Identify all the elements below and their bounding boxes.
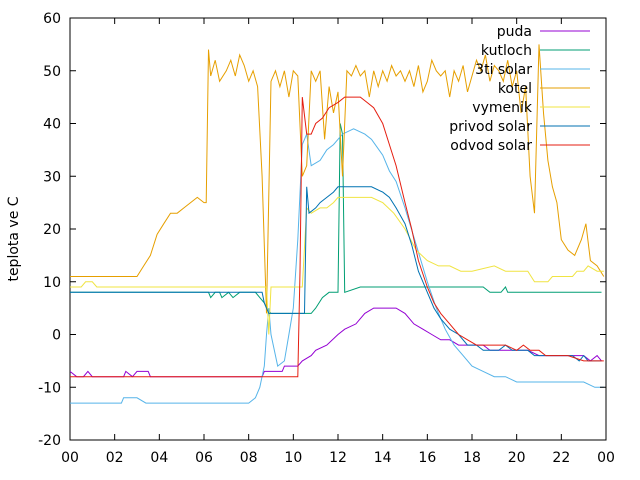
legend-label: 3ti solar	[475, 62, 532, 78]
x-tick-label: 20	[508, 450, 526, 466]
series-line-vymenik	[70, 196, 604, 335]
y-tick-label: 40	[43, 117, 61, 133]
legend-label: puda	[497, 24, 532, 40]
x-tick-label: 16	[418, 450, 436, 466]
x-tick-label: 18	[463, 450, 481, 466]
y-tick-label: 30	[43, 169, 61, 185]
y-tick-label: 20	[43, 222, 61, 238]
x-axis: 00 02 04 06 08 10 12 14 16 18 20 22 00	[61, 18, 615, 466]
series-line-kutloch	[70, 123, 602, 314]
series-layer	[70, 44, 605, 404]
y-tick-label: -20	[38, 433, 61, 449]
x-tick-label: 12	[329, 450, 347, 466]
legend: puda kutloch 3ti solar kotel vymenik privod s…	[449, 24, 590, 154]
legend-label: kutloch	[481, 43, 532, 59]
y-axis-label: teplota ve C	[6, 196, 22, 281]
x-tick-label: 04	[150, 450, 168, 466]
series-line-odvod-solar	[70, 96, 604, 378]
legend-label: kotel	[498, 81, 532, 97]
series-line-kotel	[70, 44, 605, 314]
y-tick-label: -10	[38, 380, 61, 396]
y-tick-label: 60	[43, 11, 61, 27]
y-tick-label: 50	[43, 64, 61, 80]
y-axis: -20 -10 0 10 20 30 40 50 60	[38, 11, 606, 449]
x-tick-label: 08	[240, 450, 258, 466]
x-tick-label: 22	[552, 450, 570, 466]
y-tick-label: 10	[43, 275, 61, 291]
x-tick-label: 14	[374, 450, 392, 466]
x-tick-label: 00	[61, 450, 79, 466]
x-tick-label: 10	[284, 450, 302, 466]
series-line-puda	[70, 307, 602, 378]
x-tick-label: 06	[195, 450, 213, 466]
series-line-privod-solar	[70, 186, 602, 362]
x-tick-label: 02	[106, 450, 124, 466]
x-tick-label: 00	[597, 450, 615, 466]
series-line-3ti-solar	[70, 128, 604, 404]
legend-label: vymenik	[472, 100, 533, 116]
legend-label: privod solar	[449, 119, 532, 135]
legend-label: odvod solar	[450, 138, 532, 154]
y-tick-label: 0	[52, 328, 61, 344]
